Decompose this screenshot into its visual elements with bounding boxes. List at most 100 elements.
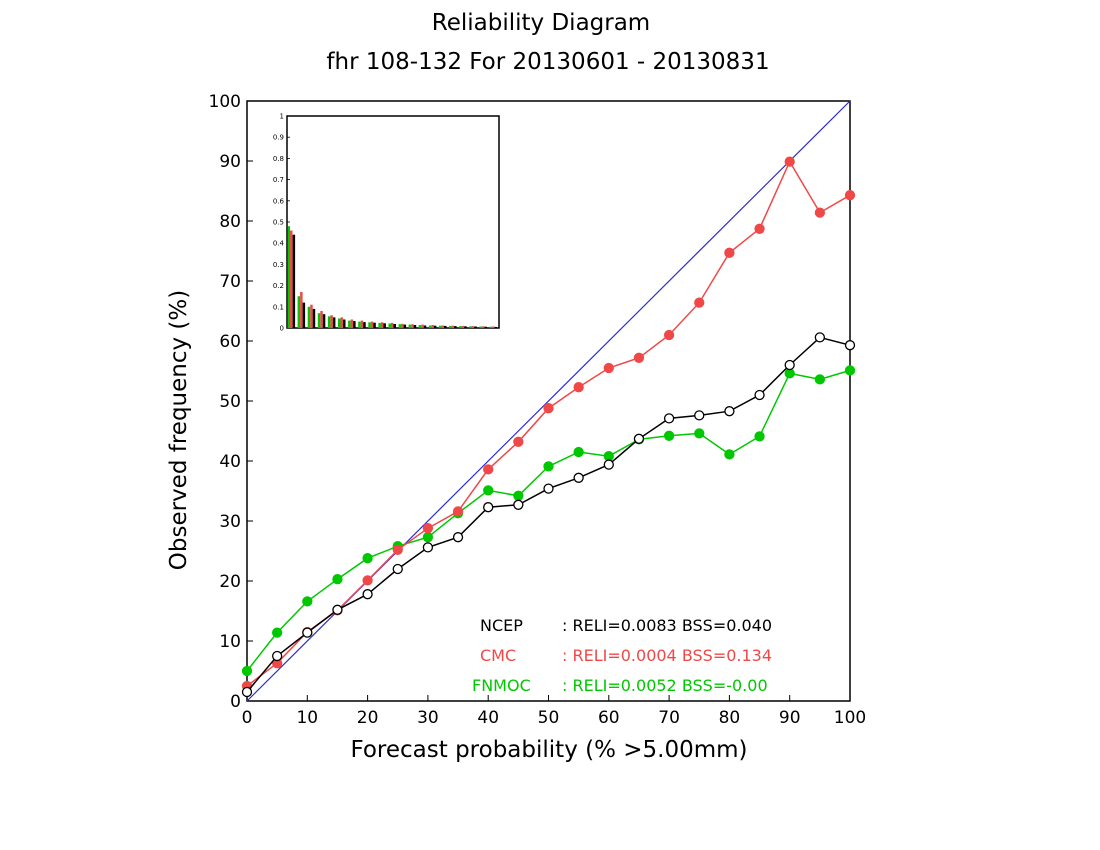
inset-bar-cmc — [391, 322, 394, 328]
inset-bar-fnmoc — [317, 313, 321, 328]
inset-bar-cmc — [461, 325, 465, 328]
data-point-cmc — [633, 352, 645, 363]
data-point-fnmoc — [844, 365, 856, 376]
inset-histogram: 0 0.1 0.2 0.3 0.4 0.5 0.6 0.7 0.8 0.9 1 — [273, 113, 500, 333]
data-point-fnmoc — [302, 596, 313, 607]
inset-bar-ncep — [433, 325, 437, 328]
inset-bar-cmc — [471, 326, 475, 328]
inset-bar-cmc — [340, 317, 343, 328]
inset-bar-ncep — [353, 321, 356, 328]
inset-bar-ncep — [423, 325, 427, 328]
y-tick-label: 20 — [219, 572, 241, 592]
data-point-ncep — [513, 499, 524, 510]
y-tick-label: 0 — [230, 692, 241, 712]
plot-area: 0 10 20 30 40 50 60 70 80 90 100010203040506070809… — [209, 92, 867, 728]
inset-frame — [286, 115, 500, 329]
x-tick-label: 70 — [658, 708, 680, 728]
inset-bar-cmc — [350, 319, 354, 328]
inset-bar-cmc — [451, 325, 455, 328]
inset-y-tick-label: 0.8 — [273, 155, 284, 163]
data-point-fnmoc — [724, 449, 735, 460]
inset-bar-cmc — [330, 315, 333, 328]
x-tick-label: 40 — [477, 708, 499, 728]
y-tick-label: 100 — [209, 92, 241, 112]
data-point-fnmoc — [543, 461, 554, 472]
data-point-ncep — [724, 406, 735, 417]
data-point-fnmoc — [754, 431, 765, 442]
legend-stats-cmc: : RELI=0.0004 BSS=0.134 — [562, 646, 772, 665]
data-point-ncep — [241, 686, 253, 698]
data-point-cmc — [784, 156, 795, 167]
data-point-ncep — [603, 459, 614, 470]
data-point-cmc — [724, 247, 735, 258]
data-point-cmc — [663, 329, 675, 341]
data-point-cmc — [814, 207, 825, 218]
data-point-cmc — [543, 403, 554, 414]
inset-y-tick-label: 0.7 — [273, 176, 284, 184]
inset-bar-cmc — [491, 326, 495, 328]
chart-title: Reliability Diagram — [432, 10, 650, 36]
y-tick-label: 80 — [219, 212, 241, 232]
inset-bar-ncep — [494, 326, 497, 328]
data-point-ncep — [694, 410, 705, 421]
inset-bar-ncep — [484, 326, 487, 328]
inset-bar-cmc — [360, 320, 364, 328]
data-point-cmc — [452, 506, 464, 517]
data-point-ncep — [452, 532, 464, 543]
inset-bar-ncep — [302, 302, 306, 328]
inset-bar-fnmoc — [479, 326, 482, 328]
data-point-fnmoc — [663, 430, 675, 441]
data-point-cmc — [573, 382, 584, 393]
inset-bar-ncep — [464, 326, 467, 328]
inset-bar-fnmoc — [368, 322, 371, 328]
data-point-ncep — [754, 389, 765, 401]
inset-bar-cmc — [441, 325, 444, 328]
inset-bar-fnmoc — [398, 324, 402, 328]
data-point-cmc — [844, 190, 856, 201]
x-tick-label: 60 — [598, 708, 620, 728]
data-point-cmc — [422, 523, 434, 534]
y-tick-label: 60 — [219, 332, 241, 352]
inset-bar-fnmoc — [428, 325, 432, 328]
data-point-ncep — [814, 332, 825, 343]
inset-bar-cmc — [370, 321, 374, 328]
inset-bar-ncep — [413, 325, 417, 328]
inset-bar-cmc — [320, 311, 323, 328]
x-tick-label: 20 — [357, 708, 379, 728]
data-point-ncep — [302, 627, 313, 638]
inset-bar-ncep — [312, 308, 316, 328]
y-axis-label: Observed frequency (%) — [166, 290, 192, 570]
data-point-cmc — [483, 464, 494, 475]
inset-bar-cmc — [411, 324, 414, 328]
data-point-ncep — [784, 359, 795, 371]
data-point-fnmoc — [422, 532, 434, 543]
inset-bar-ncep — [332, 317, 336, 328]
inset-bar-ncep — [383, 323, 386, 328]
x-tick-label: 50 — [538, 708, 560, 728]
chart-subtitle: fhr 108-132 For 20130601 - 20130831 — [326, 49, 769, 75]
data-point-fnmoc — [573, 446, 584, 458]
legend-label-cmc: CMC — [480, 646, 516, 665]
inset-bar-cmc — [310, 304, 313, 328]
data-point-ncep — [332, 604, 343, 615]
inset-bar-fnmoc — [338, 318, 341, 328]
inset-y-tick-label: 0.4 — [273, 240, 285, 248]
data-point-cmc — [513, 436, 524, 447]
inset-bar-cmc — [481, 326, 485, 328]
inset-bar-ncep — [444, 325, 447, 328]
inset-bar-fnmoc — [348, 320, 351, 328]
data-point-ncep — [362, 589, 373, 600]
data-point-fnmoc — [814, 374, 825, 385]
data-point-fnmoc — [362, 553, 373, 564]
data-point-fnmoc — [694, 428, 705, 439]
inset-bar-fnmoc — [469, 326, 472, 328]
data-point-ncep — [633, 433, 645, 444]
inset-bar-fnmoc — [358, 321, 361, 328]
data-point-fnmoc — [483, 485, 494, 496]
inset-bar-fnmoc — [327, 316, 331, 328]
inset-bar-cmc — [290, 230, 293, 328]
inset-bar-fnmoc — [297, 296, 301, 328]
inset-y-tick-label: 0.5 — [273, 219, 284, 227]
inset-y-tick-label: 0.9 — [273, 134, 284, 142]
